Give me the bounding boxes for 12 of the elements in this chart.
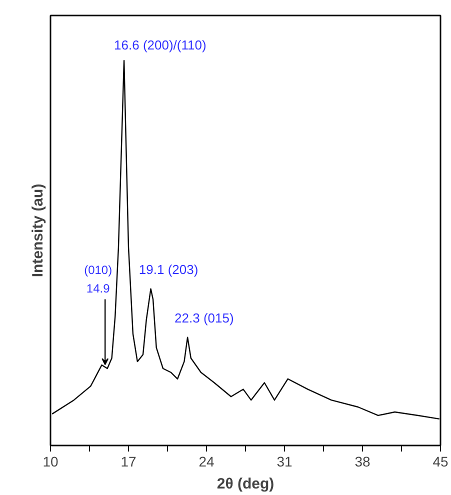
x-tick-label: 10	[42, 454, 58, 470]
annotation: 16.6 (200)/(110)	[114, 38, 206, 53]
annotation: 22.3 (015)	[174, 310, 234, 326]
x-tick-label: 45	[432, 454, 448, 470]
y-axis-title: Intensity (au)	[30, 184, 46, 278]
annotation: 19.1 (203)	[138, 262, 198, 277]
x-tick-label: 31	[276, 454, 292, 470]
annotation: (010) 14.9	[84, 263, 112, 296]
x-tick-label: 17	[120, 454, 136, 470]
x-tick-label: 24	[198, 454, 214, 470]
x-tick-label: 38	[354, 454, 370, 470]
x-axis-title: 2θ (deg)	[216, 476, 274, 492]
